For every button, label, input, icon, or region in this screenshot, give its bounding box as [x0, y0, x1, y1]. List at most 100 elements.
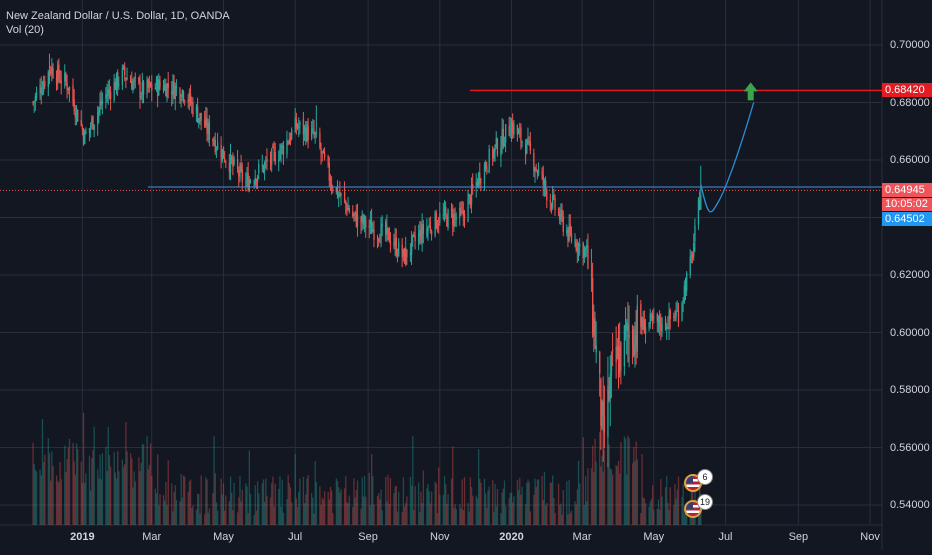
volume-bar: [529, 511, 532, 525]
volume-bar: [188, 481, 191, 525]
candle-body: [567, 228, 569, 241]
candle-body: [461, 211, 463, 213]
volume-bar: [361, 477, 363, 525]
volume-bar: [381, 510, 383, 525]
volume-bar: [492, 480, 494, 525]
candle-body: [569, 224, 571, 234]
candle-body: [140, 95, 142, 99]
volume-bar: [525, 504, 527, 525]
candle-body: [121, 68, 124, 86]
volume-bar: [52, 465, 54, 525]
volume-bar: [332, 513, 334, 525]
candle-body: [699, 200, 701, 210]
symbol-title[interactable]: New Zealand Dollar / U.S. Dollar, 1D, OA…: [6, 10, 230, 22]
volume-bar: [339, 492, 341, 525]
volume-bar: [546, 503, 548, 525]
volume-bar: [340, 489, 342, 525]
candle-body: [148, 82, 151, 87]
volume-bar: [379, 499, 381, 525]
volume-bar: [59, 461, 61, 525]
volume-bar: [595, 461, 597, 525]
volume-bar: [683, 513, 686, 525]
candle-body: [302, 119, 305, 135]
candle-body: [97, 112, 99, 126]
candle-body: [542, 175, 544, 185]
projection-price-tag: 0.64502: [882, 212, 932, 227]
volume-bar: [590, 468, 593, 525]
volume-bar: [586, 501, 588, 525]
candle-body: [472, 184, 474, 189]
candle-body: [610, 354, 613, 376]
candle-body: [395, 237, 397, 256]
volume-bar: [468, 511, 470, 525]
candle-body: [346, 205, 348, 213]
volume-bar: [420, 491, 422, 525]
candle-body: [332, 189, 334, 191]
candle-body: [700, 195, 702, 210]
candle-body: [134, 76, 136, 78]
candle-body: [354, 211, 356, 215]
event-count-badge[interactable]: 19: [697, 494, 713, 510]
candle-body: [295, 119, 298, 128]
volume-bar: [90, 490, 92, 525]
volume-bar: [402, 477, 405, 525]
candle-body: [133, 79, 135, 83]
candle-body: [180, 99, 182, 102]
volume-bar: [363, 475, 366, 525]
candle-body: [421, 224, 423, 243]
candle-body: [77, 110, 79, 122]
event-count-badge[interactable]: 6: [697, 469, 713, 485]
volume-bar: [612, 474, 614, 525]
candle-body: [356, 214, 359, 227]
candle-body: [172, 80, 174, 94]
candle-body: [93, 124, 95, 131]
volume-bar: [64, 445, 66, 525]
volume-bar: [305, 494, 307, 525]
volume-bar: [567, 514, 569, 525]
candle-body: [462, 210, 464, 216]
volume-bar: [97, 469, 99, 525]
volume-bar: [159, 494, 161, 525]
volume-bar: [403, 506, 406, 525]
volume-bar: [470, 487, 473, 525]
volume-bar: [360, 508, 362, 525]
volume-bar: [189, 479, 192, 525]
candle-body: [420, 230, 422, 242]
volume-indicator-label[interactable]: Vol (20): [6, 24, 44, 36]
volume-bar: [100, 479, 102, 525]
volume-bar: [505, 505, 507, 525]
candle-body: [693, 243, 695, 257]
candle-body: [336, 185, 339, 197]
volume-bar: [502, 488, 504, 525]
volume-bar: [121, 459, 124, 525]
candle-body: [129, 79, 132, 83]
candle-body: [669, 309, 671, 319]
candle-body: [394, 238, 396, 245]
candle-body: [505, 124, 507, 143]
candle-body: [570, 233, 573, 242]
candle-body: [595, 345, 597, 353]
drawings[interactable]: [0, 82, 882, 213]
candle-body: [139, 81, 141, 98]
candle-body: [51, 67, 53, 74]
volume-bar: [191, 508, 193, 525]
volume-bar: [579, 483, 581, 525]
volume-bar: [205, 477, 207, 525]
candle-body: [516, 125, 519, 134]
candle-body: [676, 310, 678, 312]
candle-body: [681, 303, 683, 321]
volume-bar: [480, 482, 482, 525]
volume-bar: [99, 454, 101, 525]
candle-body: [640, 303, 642, 328]
candle-body: [105, 94, 107, 99]
volume-bar: [656, 508, 658, 525]
candle-body: [677, 311, 680, 323]
volume-bar: [409, 476, 412, 525]
volume-bar: [296, 507, 299, 525]
candle-body: [517, 130, 520, 135]
candle-body: [312, 128, 314, 130]
candle-body: [215, 148, 218, 150]
candle-body: [265, 160, 267, 162]
